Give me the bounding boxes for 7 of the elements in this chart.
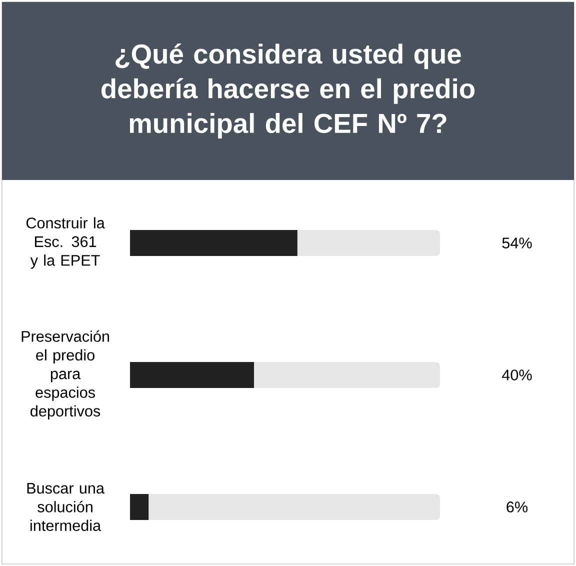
data-label: 6% <box>506 502 528 512</box>
y-tick-label: Construir la Esc. 361 y la EPET <box>26 217 105 269</box>
data-label: 40% <box>502 370 532 380</box>
y-tick-label: Buscar una solución intermedia <box>27 482 104 531</box>
y-tick-label: Preservación el predio para espacios deportivos <box>22 330 110 420</box>
data-label: 54% <box>502 238 532 248</box>
chart-title: ¿Qué considera usted que debería hacerse en el predio municipal del CEF Nº 7? <box>102 43 475 139</box>
